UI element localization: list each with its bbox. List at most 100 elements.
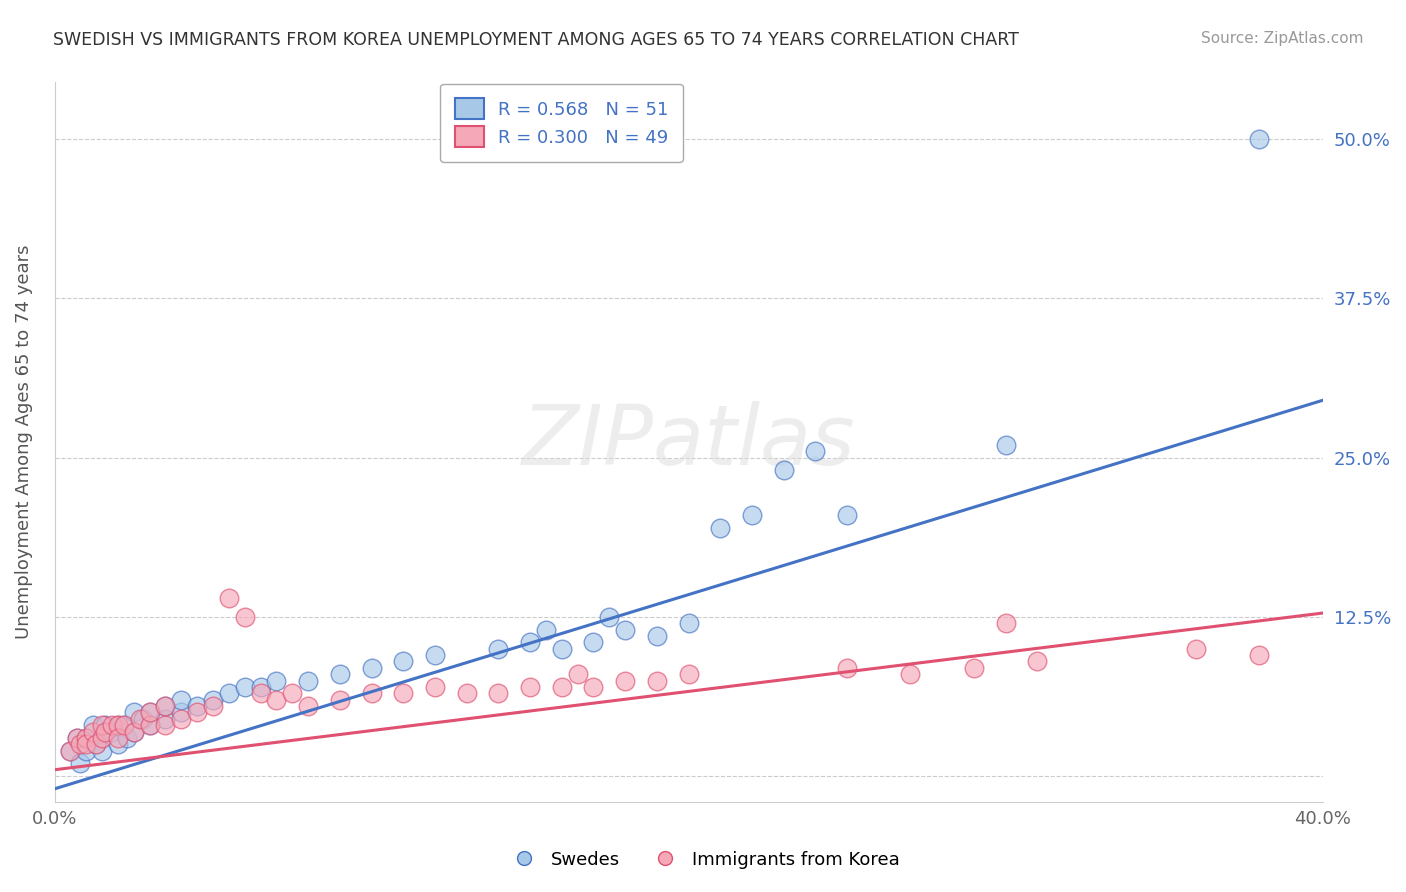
Swedes <box>138 706 160 720</box>
Swedes <box>772 463 794 477</box>
Swedes <box>170 706 193 720</box>
Immigrants from Korea <box>91 718 114 732</box>
Immigrants from Korea <box>1249 648 1271 662</box>
Immigrants from Korea <box>645 673 668 688</box>
Immigrants from Korea <box>69 737 91 751</box>
Swedes <box>551 641 574 656</box>
Immigrants from Korea <box>218 591 240 605</box>
Swedes <box>107 718 129 732</box>
Swedes <box>69 756 91 771</box>
Immigrants from Korea <box>186 706 208 720</box>
Immigrants from Korea <box>582 680 605 694</box>
Immigrants from Korea <box>84 737 107 751</box>
Immigrants from Korea <box>1026 655 1049 669</box>
Swedes <box>202 692 225 706</box>
Immigrants from Korea <box>82 724 104 739</box>
Swedes <box>155 699 177 714</box>
Swedes <box>329 667 352 681</box>
Immigrants from Korea <box>155 718 177 732</box>
Immigrants from Korea <box>66 731 89 745</box>
Immigrants from Korea <box>138 706 160 720</box>
Swedes <box>804 444 827 458</box>
Swedes <box>100 724 122 739</box>
Immigrants from Korea <box>360 686 382 700</box>
Swedes <box>155 712 177 726</box>
Immigrants from Korea <box>519 680 541 694</box>
Immigrants from Korea <box>91 731 114 745</box>
Swedes <box>360 661 382 675</box>
Immigrants from Korea <box>94 724 117 739</box>
Legend: R = 0.568   N = 51, R = 0.300   N = 49: R = 0.568 N = 51, R = 0.300 N = 49 <box>440 84 683 161</box>
Immigrants from Korea <box>835 661 858 675</box>
Swedes <box>297 673 319 688</box>
Immigrants from Korea <box>329 692 352 706</box>
Swedes <box>534 623 557 637</box>
Immigrants from Korea <box>678 667 700 681</box>
Swedes <box>186 699 208 714</box>
Swedes <box>112 718 135 732</box>
Legend: Swedes, Immigrants from Korea: Swedes, Immigrants from Korea <box>499 844 907 876</box>
Text: Source: ZipAtlas.com: Source: ZipAtlas.com <box>1201 31 1364 46</box>
Swedes <box>266 673 288 688</box>
Immigrants from Korea <box>202 699 225 714</box>
Swedes <box>138 718 160 732</box>
Immigrants from Korea <box>112 718 135 732</box>
Immigrants from Korea <box>100 718 122 732</box>
Swedes <box>1249 132 1271 146</box>
Immigrants from Korea <box>456 686 478 700</box>
Swedes <box>741 508 763 522</box>
Swedes <box>122 724 145 739</box>
Immigrants from Korea <box>129 712 152 726</box>
Swedes <box>233 680 256 694</box>
Immigrants from Korea <box>138 718 160 732</box>
Immigrants from Korea <box>233 610 256 624</box>
Immigrants from Korea <box>1184 641 1206 656</box>
Immigrants from Korea <box>297 699 319 714</box>
Swedes <box>94 718 117 732</box>
Text: SWEDISH VS IMMIGRANTS FROM KOREA UNEMPLOYMENT AMONG AGES 65 TO 74 YEARS CORRELAT: SWEDISH VS IMMIGRANTS FROM KOREA UNEMPLO… <box>53 31 1019 49</box>
Swedes <box>107 737 129 751</box>
Swedes <box>582 635 605 649</box>
Swedes <box>249 680 271 694</box>
Swedes <box>59 744 82 758</box>
Immigrants from Korea <box>614 673 637 688</box>
Immigrants from Korea <box>122 724 145 739</box>
Immigrants from Korea <box>75 731 97 745</box>
Swedes <box>598 610 620 624</box>
Immigrants from Korea <box>155 699 177 714</box>
Swedes <box>423 648 446 662</box>
Swedes <box>614 623 637 637</box>
Immigrants from Korea <box>249 686 271 700</box>
Text: ZIPatlas: ZIPatlas <box>522 401 855 483</box>
Immigrants from Korea <box>551 680 574 694</box>
Swedes <box>709 521 731 535</box>
Swedes <box>84 737 107 751</box>
Swedes <box>486 641 509 656</box>
Immigrants from Korea <box>170 712 193 726</box>
Immigrants from Korea <box>59 744 82 758</box>
Immigrants from Korea <box>107 718 129 732</box>
Swedes <box>392 655 415 669</box>
Swedes <box>835 508 858 522</box>
Immigrants from Korea <box>486 686 509 700</box>
Immigrants from Korea <box>75 737 97 751</box>
Immigrants from Korea <box>392 686 415 700</box>
Swedes <box>117 731 139 745</box>
Immigrants from Korea <box>281 686 304 700</box>
Swedes <box>994 438 1017 452</box>
Immigrants from Korea <box>567 667 589 681</box>
Swedes <box>122 706 145 720</box>
Swedes <box>519 635 541 649</box>
Immigrants from Korea <box>107 731 129 745</box>
Y-axis label: Unemployment Among Ages 65 to 74 years: Unemployment Among Ages 65 to 74 years <box>15 244 32 639</box>
Swedes <box>91 731 114 745</box>
Swedes <box>75 744 97 758</box>
Swedes <box>645 629 668 643</box>
Swedes <box>66 731 89 745</box>
Immigrants from Korea <box>423 680 446 694</box>
Immigrants from Korea <box>994 616 1017 631</box>
Swedes <box>218 686 240 700</box>
Immigrants from Korea <box>900 667 922 681</box>
Immigrants from Korea <box>963 661 986 675</box>
Swedes <box>678 616 700 631</box>
